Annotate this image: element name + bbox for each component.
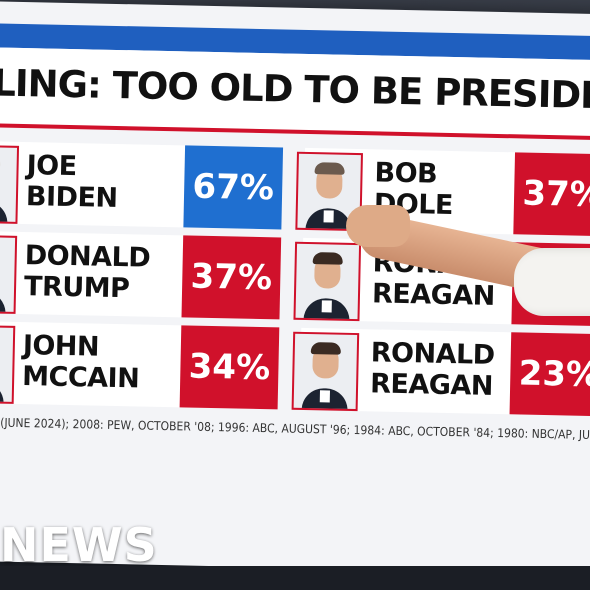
reagan-photo <box>293 241 362 322</box>
percentage-badge: 67% <box>183 145 284 230</box>
percentage-badge: 34% <box>179 325 280 410</box>
presenter-hand <box>346 205 410 247</box>
row-reagan-80[interactable]: RONALD REAGAN 23% <box>291 327 590 417</box>
percentage-badge: 23% <box>509 332 590 417</box>
trump-photo <box>0 234 18 314</box>
percentage-badge: 37% <box>513 152 590 237</box>
presenter-sleeve <box>514 248 590 316</box>
lower-strip <box>0 566 590 590</box>
reagan-photo <box>291 331 360 412</box>
candidate-name: JOE BIDEN <box>25 150 118 215</box>
touchscreen-display: LING: TOO OLD TO BE PRESIDENT JOE BIDEN 6… <box>0 1 590 575</box>
candidate-name: JOHN MCCAIN <box>21 330 140 395</box>
biden-photo <box>0 144 20 224</box>
source-footnote: 4: GALLUP (JUNE 2024); 2008: PEW, OCTOBE… <box>0 414 590 443</box>
network-logo: NEWS <box>0 518 158 572</box>
mccain-photo <box>0 324 16 404</box>
row-trump[interactable]: DONALD TRUMP 37% <box>0 231 282 320</box>
percentage-badge: 37% <box>181 235 282 320</box>
row-biden[interactable]: JOE BIDEN 67% <box>0 141 284 230</box>
headline: LING: TOO OLD TO BE PRESIDENT <box>0 61 590 119</box>
poll-grid: JOE BIDEN 67% DONALD TRUMP 37% JOHN MCCAIN <box>0 141 590 417</box>
candidate-name: DONALD TRUMP <box>23 240 151 305</box>
row-mccain[interactable]: JOHN MCCAIN 34% <box>0 321 280 410</box>
headline-band: LING: TOO OLD TO BE PRESIDENT <box>0 47 590 141</box>
